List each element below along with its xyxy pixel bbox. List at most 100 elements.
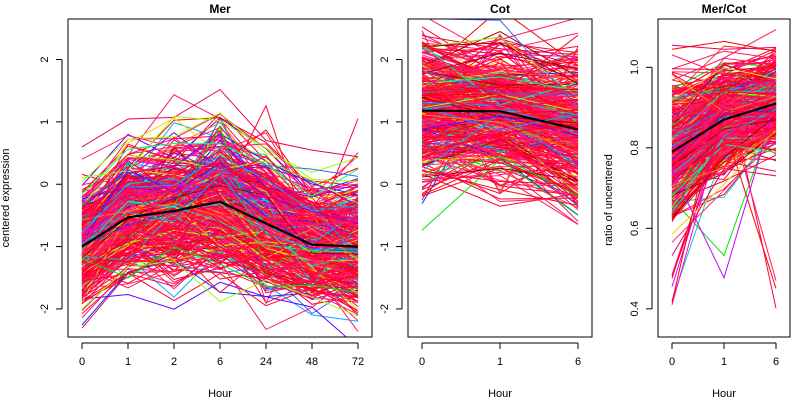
series-line: [81, 232, 359, 289]
series-line: [421, 70, 579, 86]
series-line: [671, 114, 777, 165]
series-line: [671, 109, 777, 168]
series-line: [81, 117, 359, 191]
series-line: [81, 231, 359, 274]
y-tick-label: 0: [379, 181, 391, 187]
series-line: [81, 200, 359, 253]
series-line: [671, 50, 777, 70]
series-line: [81, 204, 359, 277]
series-line: [671, 130, 777, 221]
series-line: [671, 96, 777, 281]
series-line: [81, 142, 359, 197]
mean-line: [421, 109, 579, 131]
series-line: [421, 81, 579, 137]
series-line: [671, 79, 777, 119]
y-tick-label: 0.6: [629, 221, 641, 236]
series-line: [671, 74, 777, 106]
series-line: [421, 82, 579, 155]
series-line: [671, 129, 777, 205]
x-tick-label: 6: [773, 356, 779, 368]
x-axis-label-ratio: Hour: [712, 388, 736, 400]
series-line: [81, 229, 359, 311]
series-line: [671, 61, 777, 128]
mean-line: [671, 102, 777, 153]
series-line: [421, 45, 579, 70]
series-line: [671, 107, 777, 279]
series-line: [81, 228, 359, 284]
series-line: [421, 42, 579, 85]
series-line: [421, 123, 579, 169]
series-line: [81, 224, 359, 264]
series-line: [671, 140, 777, 218]
series-line: [81, 164, 359, 228]
series-line: [81, 190, 359, 264]
y-tick-label: 0.8: [629, 140, 641, 155]
axes-group-ratio: 0 1 6 0.4 0.6 0.8 1.0: [629, 18, 791, 368]
x-axis-label-cot: Hour: [488, 388, 512, 400]
series-line: [421, 114, 579, 153]
series-line: [81, 168, 359, 233]
x-tick-label: 1: [125, 356, 131, 368]
series-line: [671, 40, 777, 52]
series-line: [81, 143, 359, 199]
series-line: [421, 127, 579, 190]
x-tick-label: 6: [575, 356, 581, 368]
series-line: [81, 216, 359, 298]
series-line: [81, 202, 359, 259]
plot-frame: [657, 18, 791, 338]
series-line: [671, 154, 777, 203]
x-tick-label: 0: [79, 356, 85, 368]
x-tick-label: 2: [171, 356, 177, 368]
x-tick-label: 0: [669, 356, 675, 368]
series-line: [81, 272, 359, 312]
series-line: [81, 190, 359, 249]
series-line: [671, 119, 777, 166]
y-tick-label: -1: [379, 242, 391, 252]
series-line: [421, 74, 579, 110]
series-line: [81, 188, 359, 243]
series-line: [81, 160, 359, 258]
series-line: [421, 86, 579, 92]
series-line: [81, 203, 359, 257]
series-line: [421, 77, 579, 109]
series-line: [81, 203, 359, 267]
x-tick-label: 6: [217, 356, 223, 368]
series-line: [421, 97, 579, 116]
series-line: [421, 76, 579, 135]
series-line: [671, 126, 777, 194]
series-line: [81, 173, 359, 250]
series-line: [671, 115, 777, 158]
series-line: [421, 155, 579, 197]
series-line: [421, 19, 576, 54]
series-line: [421, 169, 579, 206]
series-line: [421, 99, 579, 142]
series-line: [421, 70, 579, 95]
series-line: [421, 124, 579, 155]
y-tick-label: -2: [39, 304, 51, 314]
y-tick-label: 1: [39, 119, 51, 125]
series-line: [421, 139, 579, 181]
y-axis-label-ratio: ratio of uncentered: [603, 154, 615, 246]
series-line: [81, 187, 359, 228]
x-axis-label-mer: Hour: [208, 388, 232, 400]
series-line: [421, 156, 579, 197]
panel-title-ratio: Mer/Cot: [702, 2, 747, 16]
series-line: [671, 143, 777, 180]
series-line: [421, 35, 579, 56]
y-tick-label: 2: [379, 56, 391, 62]
series-line: [81, 88, 359, 158]
series-line: [671, 91, 777, 160]
series-line: [421, 58, 579, 98]
panel-title-mer: Mer: [209, 2, 231, 16]
x-tick-label: 0: [419, 356, 425, 368]
series-line: [671, 112, 777, 169]
panel-ratio: Mer/Cot Hour ratio of uncentered 0 1 60.40…: [603, 2, 791, 400]
y-tick-label: 1: [379, 119, 391, 125]
series-line: [671, 119, 777, 216]
series-line: [421, 31, 579, 78]
series-line: [81, 184, 359, 259]
y-tick-label: 2: [39, 56, 51, 62]
series-line: [671, 74, 777, 113]
series-line: [421, 37, 579, 88]
